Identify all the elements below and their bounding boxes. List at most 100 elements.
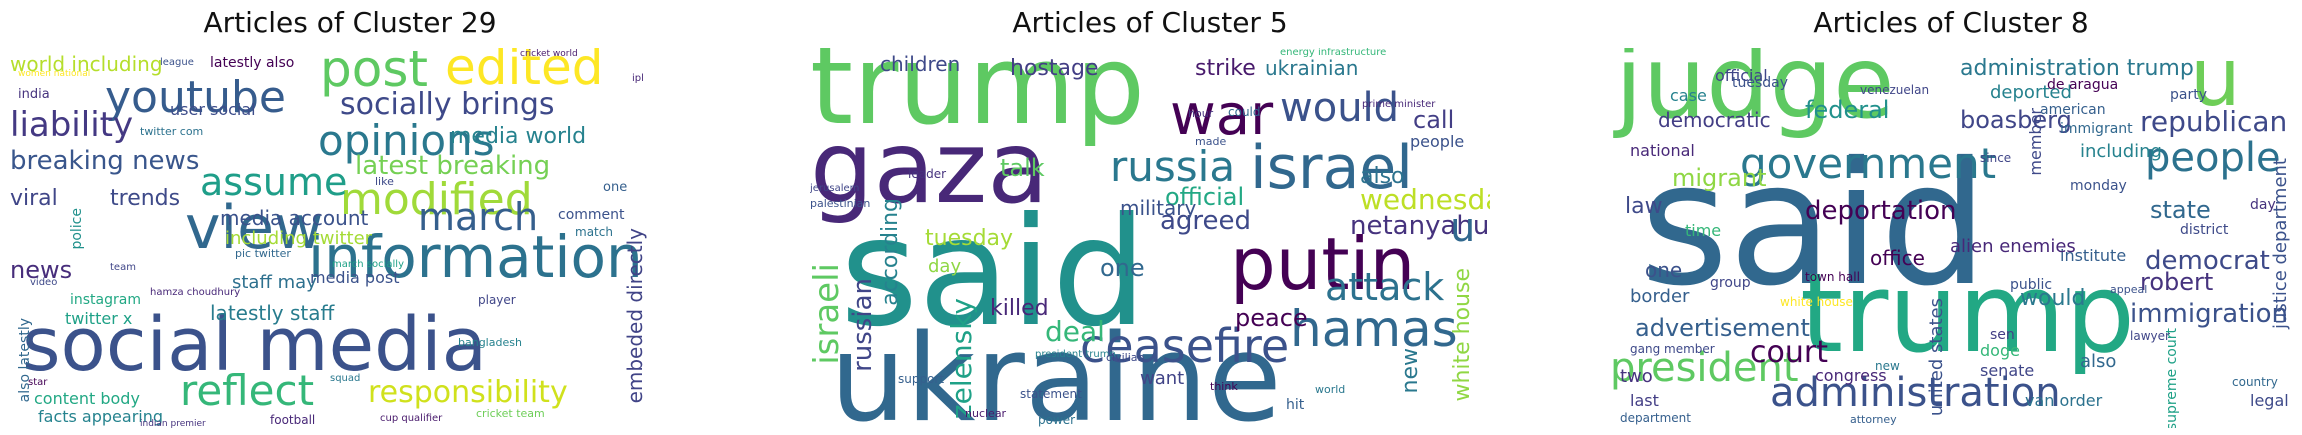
cloud-word: appeal (2110, 283, 2148, 296)
cloud-word: state (2150, 196, 2211, 224)
cloud-word: trump (810, 48, 1146, 149)
cloud-word: modified (340, 174, 533, 225)
cloud-word: user social (170, 100, 256, 119)
cloud-word: liability (10, 105, 134, 145)
cloud-word: according (878, 198, 903, 306)
cloud-word: latest breaking (355, 151, 551, 181)
cloud-word: league (160, 57, 194, 68)
cloud-word: jerusalem (810, 183, 860, 194)
word-cloud: said trump judge u administration presid… (1610, 48, 2292, 428)
cloud-word: made (1195, 135, 1227, 148)
cloud-word: police (69, 208, 85, 250)
cloud-word: would (1280, 85, 1400, 131)
cloud-word: energy infrastructure (1280, 48, 1387, 58)
cloud-word: squad (330, 373, 361, 384)
cloud-word: embeded directly (623, 228, 647, 404)
cloud-word: team (110, 262, 136, 273)
cloud-word: democrat (2145, 246, 2270, 276)
cloud-word: people (1410, 132, 1465, 151)
cloud-word: said (840, 186, 1147, 360)
cloud-word: boasberg (1960, 106, 2072, 134)
cloud-word: hit (1286, 397, 1305, 413)
cloud-word: killed (990, 296, 1049, 321)
cloud-word: cricket team (476, 407, 545, 420)
cloud-word: palestinian (810, 197, 871, 210)
cloud-word: senate (1980, 361, 2035, 380)
panel-title: Articles of Cluster 8 (1813, 6, 2089, 39)
cloud-word: march (418, 195, 539, 239)
cloud-word: day (2250, 197, 2276, 213)
cloud-word: border (1630, 286, 1690, 307)
cloud-word: president (1610, 345, 1799, 391)
wordcloud-panel-cluster-29: Articles of Cluster 29 social media info… (0, 0, 700, 435)
cloud-word: advertisement (1635, 314, 1810, 342)
cloud-word: war (1170, 83, 1274, 148)
panel-title: Articles of Cluster 5 (1012, 6, 1288, 39)
cloud-word: israel (1250, 133, 1413, 203)
cloud-word: one (1645, 258, 1683, 282)
cloud-word: israeli (810, 263, 847, 365)
cloud-word: want (1140, 368, 1185, 389)
cloud-word: lawyer (2130, 329, 2170, 343)
cloud-word: responsibility (368, 375, 568, 410)
cloud-word: tuesday (1732, 75, 1789, 91)
cloud-word: bangladesh (458, 336, 522, 349)
cloud-word: van order (2025, 391, 2103, 410)
cloud-word: last (1630, 391, 1659, 410)
cloud-word: justice department (2270, 158, 2291, 330)
cloud-word: immigrant (2060, 121, 2133, 137)
cloud-word: country (2232, 375, 2278, 389)
cloud-word: member (2026, 108, 2045, 176)
cloud-word: said (1640, 126, 1988, 324)
cloud-word: social media (22, 302, 487, 388)
cloud-word: like (375, 175, 394, 188)
cloud-word: media post (310, 268, 400, 287)
cloud-word: town hall (1805, 270, 1860, 284)
cloud-word: one (1100, 254, 1145, 282)
cloud-word: legal (2250, 391, 2289, 410)
cloud-word: robert (2140, 268, 2214, 296)
cloud-word: united states (1926, 298, 1947, 417)
cloud-word: socially brings (340, 87, 555, 122)
cloud-word: view (185, 193, 324, 263)
cloud-word: immigration (2130, 299, 2289, 329)
cloud-word: american (2040, 102, 2106, 118)
cloud-word: trump (1800, 249, 2136, 377)
cloud-word: star (28, 377, 48, 388)
cloud-word: including twitter (225, 228, 373, 249)
cloud-word: new (1398, 348, 1423, 394)
cloud-word: putin (1230, 222, 1416, 306)
cloud-word: comment (558, 207, 625, 223)
cloud-word: breaking news (10, 146, 200, 176)
cloud-word: department (1620, 411, 1691, 425)
cloud-word: leader (908, 167, 947, 181)
cloud-word: official (1165, 183, 1245, 211)
cloud-word: government (1740, 139, 1997, 188)
cloud-word: latestly also (210, 55, 295, 71)
cloud-word: nuclear (965, 407, 1007, 420)
cloud-word: president trump (1035, 349, 1116, 360)
cloud-word: supreme court (2164, 328, 2180, 428)
cloud-word: russian (848, 278, 878, 372)
cloud-word: zelensky (945, 298, 978, 420)
cloud-word: staff may (232, 272, 317, 293)
cloud-word: pic twitter (235, 247, 291, 260)
cloud-word: hamza choudhury (150, 287, 241, 298)
word-cloud: social media information view youtube op… (10, 48, 690, 428)
cloud-word: also latestly (17, 318, 33, 403)
cloud-word: cup qualifier (380, 413, 443, 424)
cloud-word: public (2010, 277, 2053, 293)
cloud-word: twitter com (140, 125, 204, 138)
cloud-word: assume (200, 160, 348, 204)
cloud-word: hour (1188, 107, 1214, 120)
cloud-word: viral (10, 186, 58, 211)
cloud-word: de aragua (2047, 77, 2119, 93)
cloud-word: children (880, 52, 961, 76)
cloud-word: u (1450, 205, 1476, 251)
cloud-word: hamas (1290, 300, 1458, 358)
cloud-word: law (1625, 194, 1663, 219)
cloud-word: post (320, 48, 428, 98)
cloud-word: power (1038, 413, 1076, 427)
cloud-word: migrant (1672, 164, 1767, 192)
cloud-word: white house (1450, 268, 1475, 402)
